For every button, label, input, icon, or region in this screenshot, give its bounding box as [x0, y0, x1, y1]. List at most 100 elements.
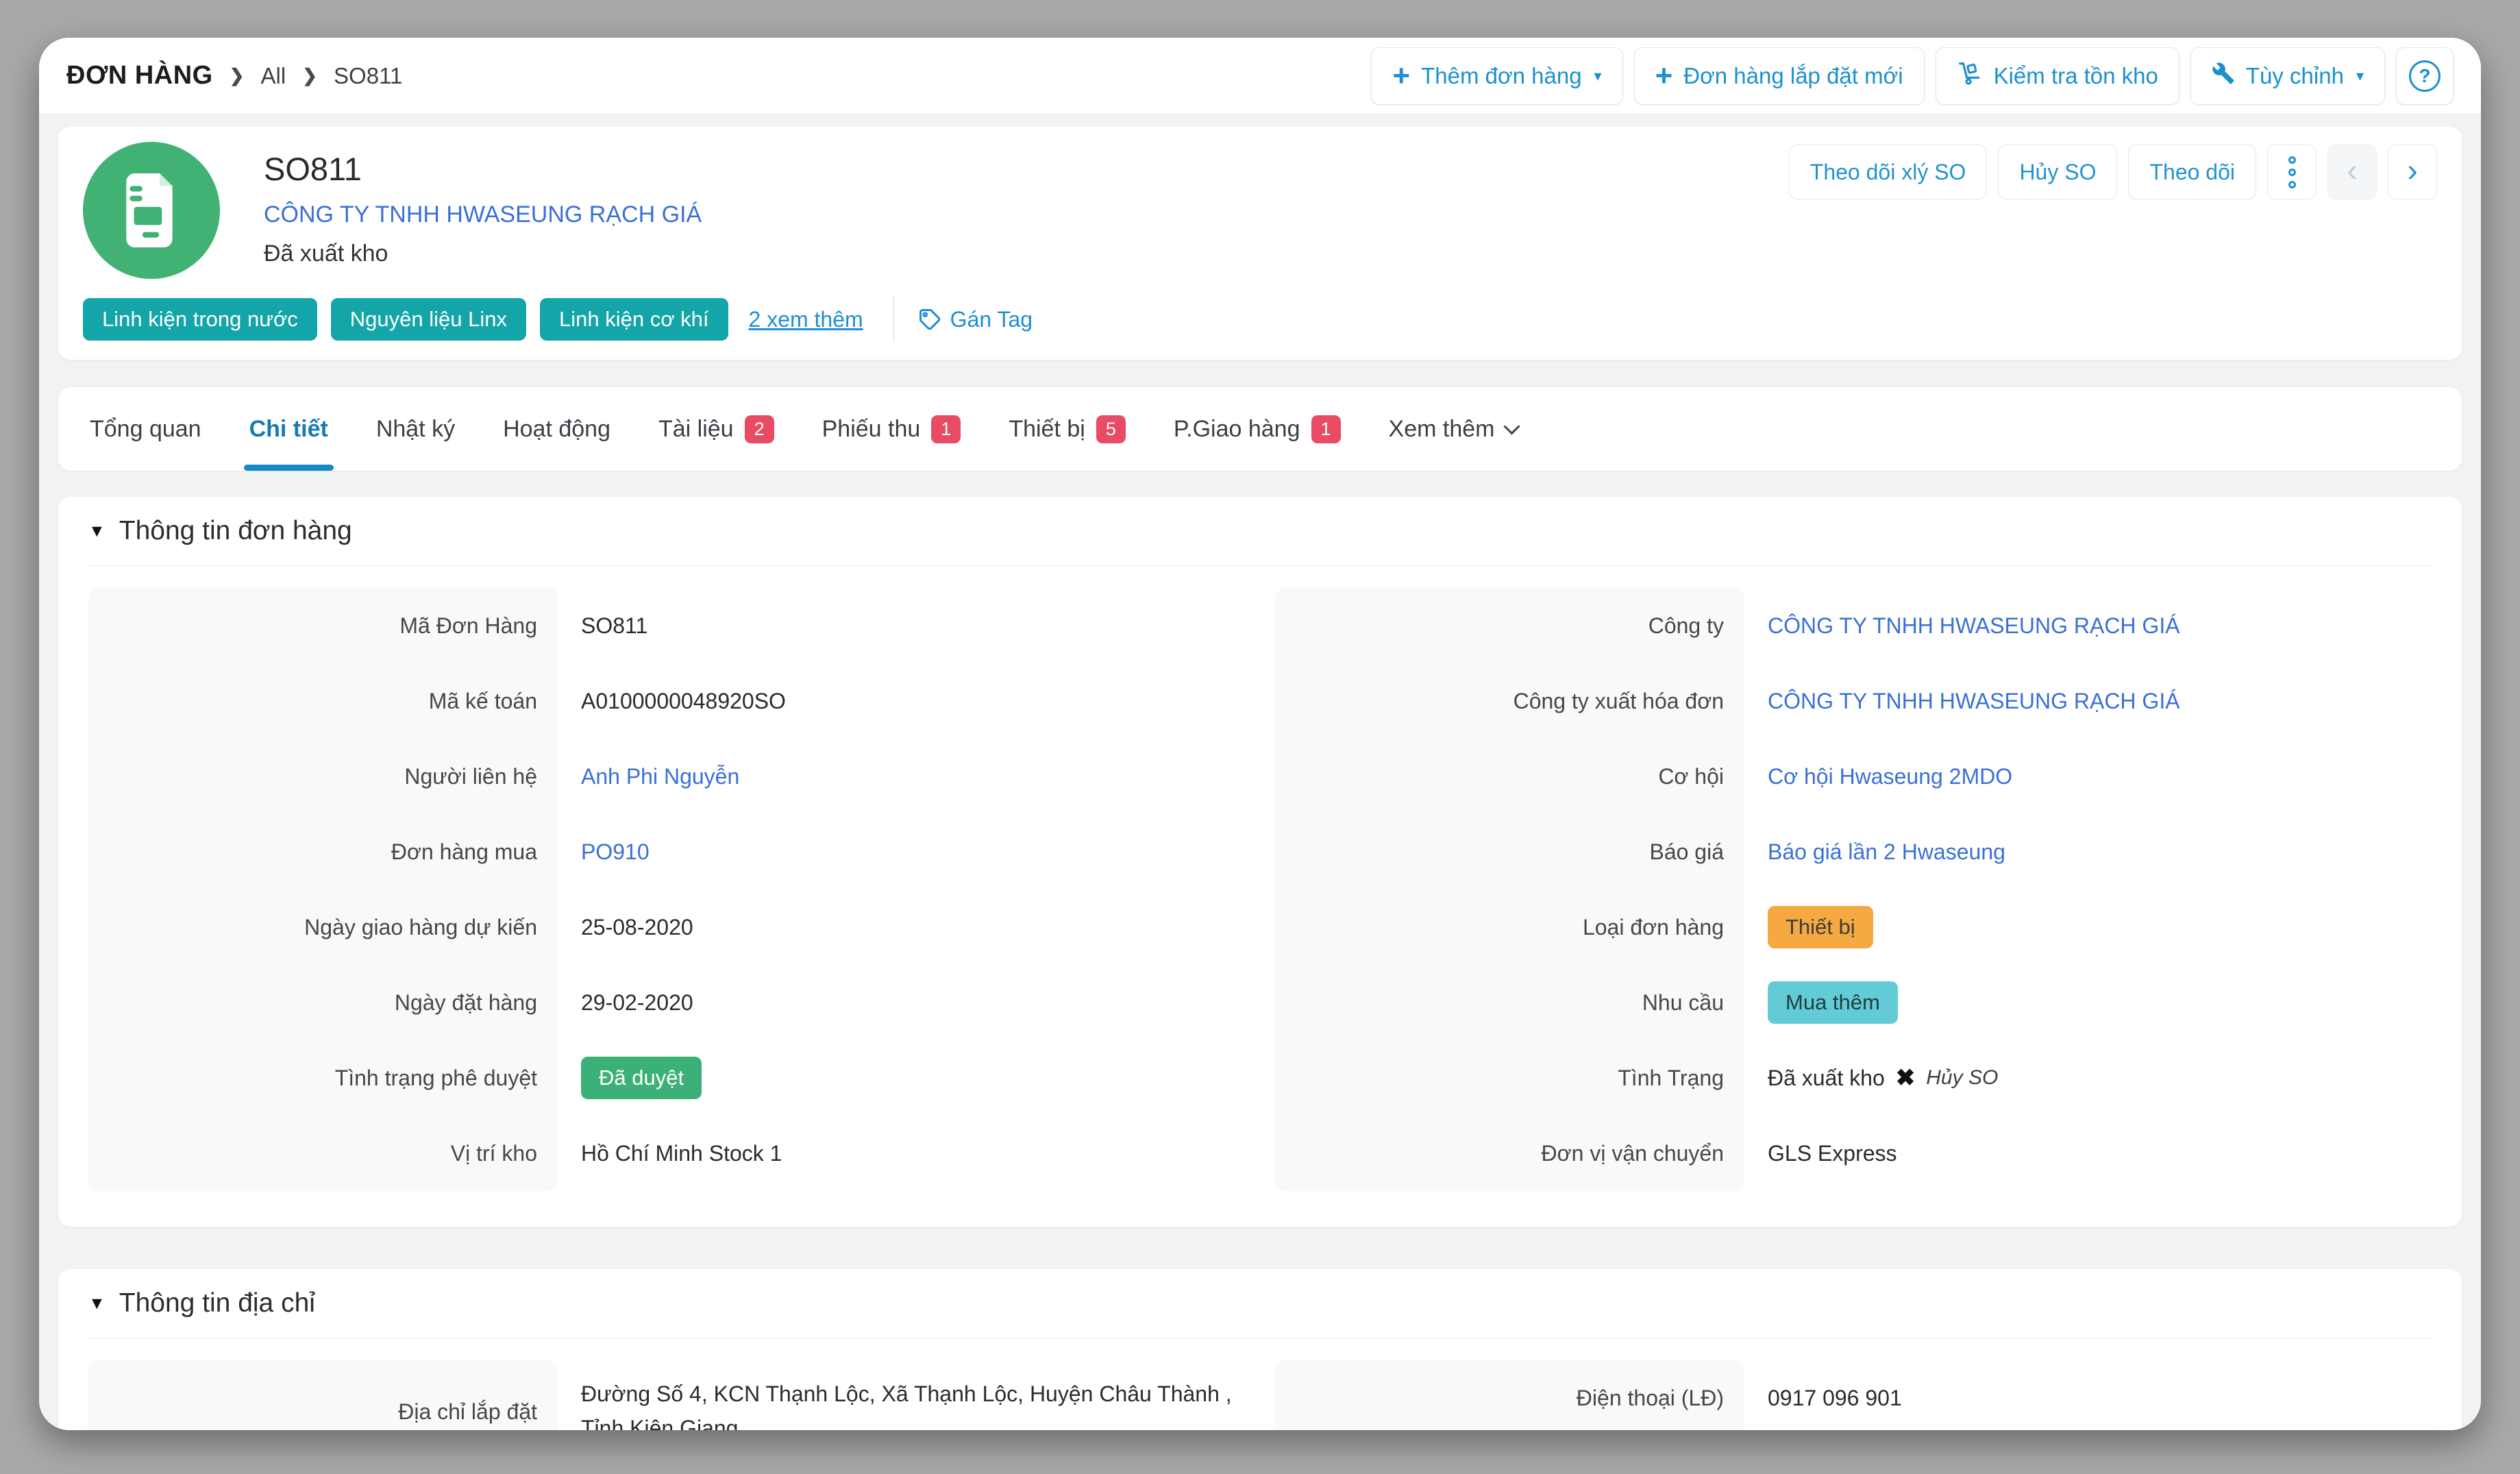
tab-label: Xem thêm	[1388, 415, 1495, 442]
field-label: Tình Trạng	[1275, 1040, 1744, 1116]
field-column-right: Công ty CÔNG TY TNHH HWASEUNG RẠCH GIÁ Côn…	[1275, 588, 2432, 1191]
chevron-down-icon: ▾	[1594, 66, 1602, 84]
section-address-info: ▼ Thông tin địa chỉ Địa chỉ lắp đặt Đường…	[58, 1269, 2462, 1430]
wrench-icon	[2212, 62, 2235, 90]
field-label: Điện thoại (LĐ)	[1275, 1360, 1744, 1430]
field-label: Mã kế toán	[88, 663, 558, 739]
chevron-left-icon: ‹	[2347, 152, 2358, 188]
breadcrumb-item-all[interactable]: All	[260, 62, 286, 88]
tag-icon	[919, 309, 940, 330]
field-label: Vị trí kho	[88, 1116, 558, 1191]
tab-nh-t-k-[interactable]: Nhật ký	[376, 387, 455, 471]
field-label: Ngày giao hàng dự kiến	[88, 889, 558, 965]
customize-button[interactable]: Tùy chỉnh ▾	[2190, 47, 2385, 105]
check-inventory-button-label: Kiểm tra tồn kho	[1993, 62, 2158, 88]
field-value: Đã xuất kho ✖ Hủy SO	[1744, 1040, 2432, 1116]
breadcrumb-items: ❯ All ❯ SO811	[230, 63, 403, 89]
new-installation-order-button[interactable]: + Đơn hàng lắp đặt mới	[1633, 47, 1925, 105]
field-value-link[interactable]: Anh Phi Nguyễn	[581, 763, 740, 789]
tab-t-ng-quan[interactable]: Tổng quan	[90, 387, 201, 471]
field-value-link[interactable]: Cơ hội Hwaseung 2MDO	[1768, 763, 2013, 789]
app-window: ĐƠN HÀNG ❯ All ❯ SO811 + Thêm đơn hàng ▾ + Đơn …	[39, 38, 2481, 1430]
field-label: Báo giá	[1275, 814, 1744, 889]
tab-thi-t-b-[interactable]: Thiết bị 5	[1009, 387, 1126, 471]
field-value-link[interactable]: CÔNG TY TNHH HWASEUNG RẠCH GIÁ	[1768, 613, 2180, 638]
field-value: 29-02-2020	[581, 990, 693, 1015]
field-value: PO910	[558, 814, 1245, 889]
follow-button[interactable]: Theo dõi	[2128, 145, 2256, 199]
section-title: Thông tin đơn hàng	[119, 516, 352, 545]
field-label: Tình trạng phê duyệt	[88, 1040, 558, 1116]
tab-count-badge: 1	[931, 415, 961, 443]
field-label: Nhu cầu	[1275, 965, 1744, 1040]
tab-label: Phiếu thu	[822, 415, 921, 442]
tags-row: Linh kiện trong nước Nguyên liệu Linx Linh…	[83, 297, 1033, 342]
tab-count-badge: 5	[1096, 415, 1126, 443]
plus-icon: +	[1655, 58, 1673, 93]
tab-chi-ti-t[interactable]: Chi tiết	[243, 387, 334, 471]
field-label: Mã Đơn Hàng	[88, 588, 558, 663]
topbar-actions: + Thêm đơn hàng ▾ + Đơn hàng lắp đặt mới Kiểm…	[1371, 47, 2454, 105]
breadcrumb-root[interactable]: ĐƠN HÀNG	[66, 61, 213, 90]
field-label: Loại đơn hàng	[1275, 889, 1744, 965]
customize-button-label: Tùy chỉnh	[2245, 62, 2344, 88]
help-button[interactable]: ?	[2396, 47, 2454, 105]
vertical-divider	[893, 297, 894, 342]
previous-record-button[interactable]: ‹	[2327, 145, 2377, 199]
section-order-info-header[interactable]: ▼ Thông tin đơn hàng	[88, 497, 2432, 565]
field-value: Mua thêm	[1744, 965, 2432, 1040]
tab-t-i-li-u[interactable]: Tài liệu 2	[658, 387, 774, 471]
breadcrumb-item-so811: SO811	[334, 62, 403, 88]
field-value-link[interactable]: PO910	[581, 839, 650, 864]
field-label: Công ty	[1275, 588, 1744, 663]
field-column-left: Mã Đơn Hàng SO811 Mã kế toán A0100000048920…	[88, 588, 1245, 1191]
assign-tag-button[interactable]: Gán Tag	[917, 307, 1033, 332]
tab-bar: Tổng quan Chi tiết Nhật ký Hoạt động Tài liệ…	[58, 387, 2462, 471]
tab-phi-u-thu[interactable]: Phiếu thu 1	[822, 387, 961, 471]
add-order-button-label: Thêm đơn hàng	[1421, 62, 1582, 88]
field-label: Đơn vị vận chuyển	[1275, 1116, 1744, 1191]
cancel-so-button[interactable]: Hủy SO	[1998, 145, 2118, 199]
company-link[interactable]: CÔNG TY TNHH HWASEUNG RẠCH GIÁ	[264, 201, 702, 228]
add-order-button[interactable]: + Thêm đơn hàng ▾	[1371, 47, 1623, 105]
tab-count-badge: 2	[744, 415, 774, 443]
order-header-text: SO811 CÔNG TY TNHH HWASEUNG RẠCH GIÁ Đã …	[264, 150, 702, 267]
section-title: Thông tin địa chỉ	[119, 1288, 315, 1318]
tag-list: Linh kiện trong nước Nguyên liệu Linx Linh…	[83, 298, 728, 341]
page-content: SO811 CÔNG TY TNHH HWASEUNG RẠCH GIÁ Đã …	[39, 114, 2481, 1430]
plus-icon: +	[1392, 58, 1411, 93]
follow-so-processing-button[interactable]: Theo dõi xlý SO	[1788, 145, 1988, 199]
field-value: A0100000048920SO	[581, 688, 786, 713]
field-column-left: Địa chỉ lắp đặt Đường Số 4, KCN Thạnh Lộc…	[88, 1360, 1245, 1430]
tab-label: Tài liệu	[658, 415, 734, 442]
tab-label: Thiết bị	[1009, 415, 1085, 442]
field-label: Đơn hàng mua	[88, 814, 558, 889]
tab-ho-t-ng[interactable]: Hoạt động	[503, 387, 610, 471]
tab-xem-th-m[interactable]: Xem thêm	[1388, 387, 1520, 471]
status-pill: Đã duyệt	[581, 1057, 702, 1099]
field-value: Báo giá lần 2 Hwaseung	[1744, 814, 2432, 889]
field-value: 0917 096 901	[1768, 1385, 1902, 1410]
order-info-fields: Mã Đơn Hàng SO811 Mã kế toán A0100000048920…	[88, 566, 2432, 1191]
header-actions: Theo dõi xlý SO Hủy SO Theo dõi ‹ ›	[1788, 145, 2437, 199]
field-value-link[interactable]: CÔNG TY TNHH HWASEUNG RẠCH GIÁ	[1768, 688, 2180, 713]
field-value: CÔNG TY TNHH HWASEUNG RẠCH GIÁ	[1744, 663, 2432, 739]
more-tags-link[interactable]: 2 xem thêm	[748, 306, 863, 332]
order-avatar	[83, 142, 220, 279]
field-value-link[interactable]: Báo giá lần 2 Hwaseung	[1768, 839, 2005, 864]
tab-p-giao-h-ng[interactable]: P.Giao hàng 1	[1174, 387, 1341, 471]
next-record-button[interactable]: ›	[2388, 145, 2437, 199]
tab-label: Chi tiết	[249, 415, 328, 442]
section-address-info-header[interactable]: ▼ Thông tin địa chỉ	[88, 1269, 2432, 1338]
tab-label: Nhật ký	[375, 415, 456, 442]
tab-label: Tổng quan	[90, 415, 201, 442]
tag-pill: Linh kiện cơ khí	[540, 298, 728, 341]
field-label: Công ty xuất hóa đơn	[1275, 663, 1744, 739]
more-options-button[interactable]	[2267, 145, 2317, 199]
section-order-info: ▼ Thông tin đơn hàng Mã Đơn Hàng SO811 Mã …	[58, 497, 2462, 1227]
check-inventory-button[interactable]: Kiểm tra tồn kho	[1935, 47, 2179, 105]
cancel-so-link[interactable]: Hủy SO	[1926, 1066, 1999, 1089]
top-bar: ĐƠN HÀNG ❯ All ❯ SO811 + Thêm đơn hàng ▾ + Đơn …	[39, 38, 2481, 114]
field-value: CÔNG TY TNHH HWASEUNG RẠCH GIÁ	[1744, 588, 2432, 663]
field-label: Địa chỉ lắp đặt	[88, 1360, 558, 1430]
